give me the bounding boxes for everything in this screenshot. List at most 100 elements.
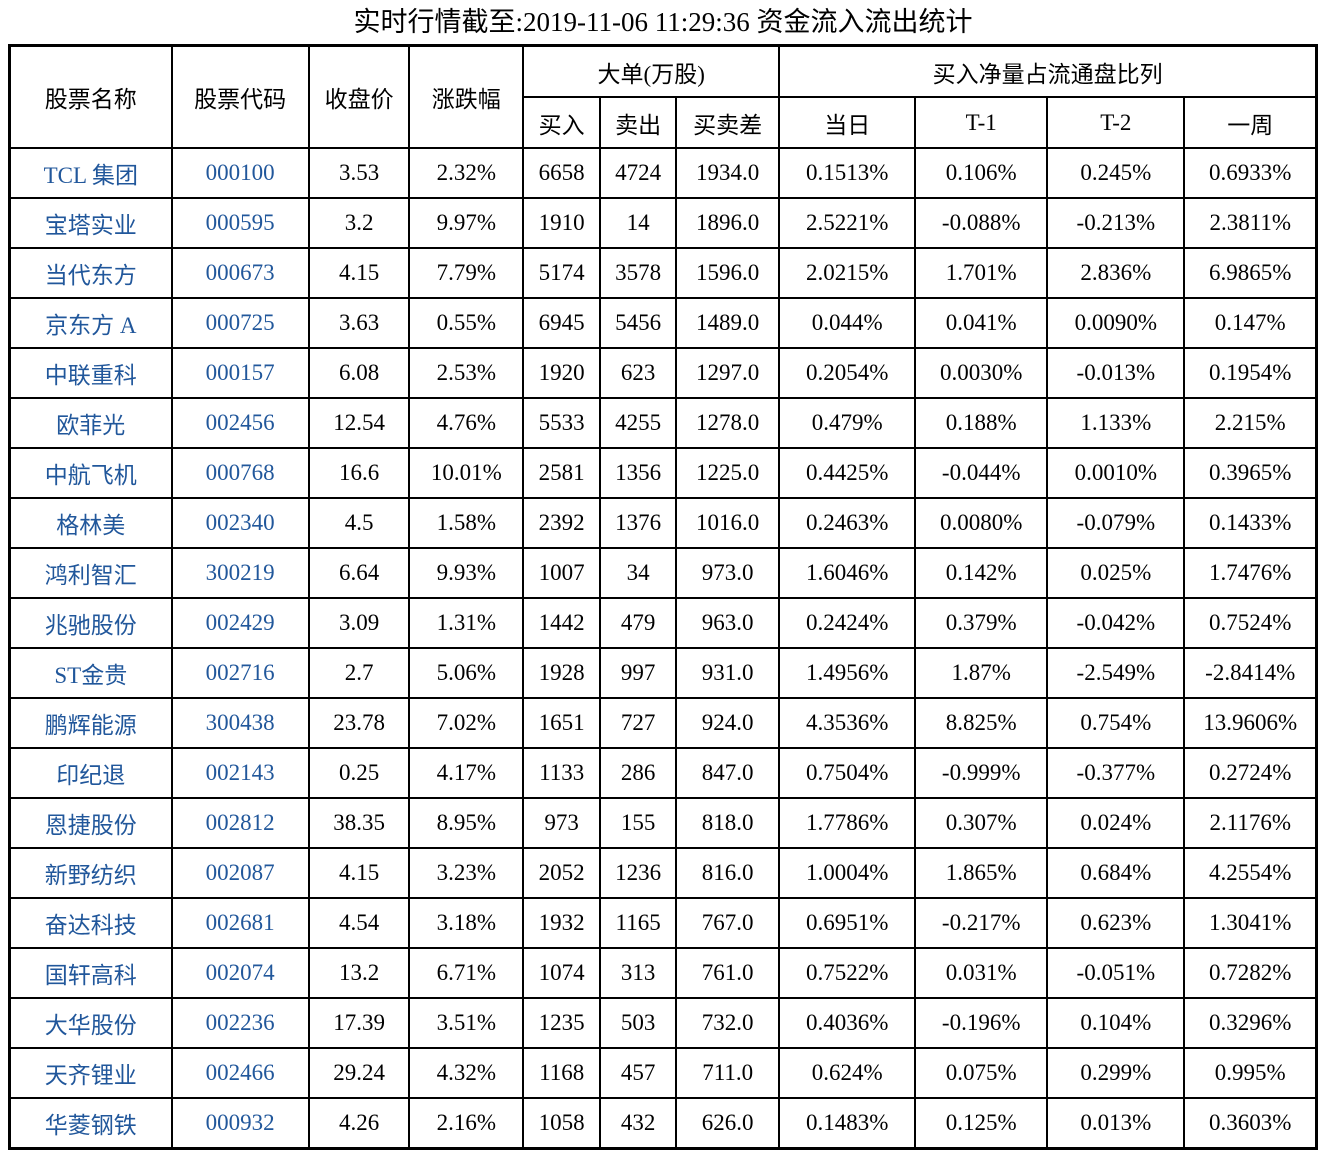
t2-ratio-cell: 0.025%	[1046, 547, 1186, 599]
stock-code-cell[interactable]: 000932	[170, 1097, 310, 1150]
close-price-cell: 3.63	[307, 297, 411, 349]
stock-name-cell[interactable]: 恩捷股份	[8, 797, 173, 849]
week-ratio-cell: 0.7282%	[1183, 947, 1318, 999]
stock-code-cell[interactable]: 002087	[170, 847, 310, 899]
stock-code-cell[interactable]: 000157	[170, 347, 310, 399]
close-price-cell: 0.25	[307, 747, 411, 799]
stock-name-cell[interactable]: 中航飞机	[8, 447, 173, 499]
t1-ratio-cell: 0.379%	[914, 597, 1049, 649]
stock-name-cell[interactable]: TCL 集团	[8, 147, 173, 199]
stock-name-cell[interactable]: 华菱钢铁	[8, 1097, 173, 1150]
sell-volume-cell: 1356	[599, 447, 678, 499]
day-ratio-cell: 0.479%	[778, 397, 917, 449]
close-price-cell: 17.39	[307, 997, 411, 1049]
change-pct-cell: 5.06%	[408, 647, 525, 699]
stock-code-cell[interactable]: 000100	[170, 147, 310, 199]
t2-ratio-cell: -0.051%	[1046, 947, 1186, 999]
t2-ratio-cell: 0.299%	[1046, 1047, 1186, 1099]
stock-name-cell[interactable]: 印纪退	[8, 747, 173, 799]
stock-name-cell[interactable]: 大华股份	[8, 997, 173, 1049]
buy-volume-cell: 1651	[522, 697, 602, 749]
buy-volume-cell: 1168	[522, 1047, 602, 1099]
stock-name-cell[interactable]: 中联重科	[8, 347, 173, 399]
buy-volume-cell: 1910	[522, 197, 602, 249]
buy-sell-diff-cell: 931.0	[675, 647, 781, 699]
stock-code-cell[interactable]: 000768	[170, 447, 310, 499]
stock-code-cell[interactable]: 002456	[170, 397, 310, 449]
stock-name-cell[interactable]: 天齐锂业	[8, 1047, 173, 1099]
stock-name-cell[interactable]: 鸿利智汇	[8, 547, 173, 599]
col-header-close-price: 收盘价	[307, 44, 411, 149]
buy-volume-cell: 973	[522, 797, 602, 849]
week-ratio-cell: 2.215%	[1183, 397, 1318, 449]
day-ratio-cell: 0.4425%	[778, 447, 917, 499]
week-ratio-cell: 0.3603%	[1183, 1097, 1318, 1150]
stock-code-cell[interactable]: 002143	[170, 747, 310, 799]
buy-volume-cell: 1058	[522, 1097, 602, 1150]
table-row: ST金贵 002716 2.7 5.06% 1928 997 931.0 1.4956% 1.8…	[8, 647, 1318, 699]
close-price-cell: 3.09	[307, 597, 411, 649]
sell-volume-cell: 1376	[599, 497, 678, 549]
day-ratio-cell: 0.2463%	[778, 497, 917, 549]
stock-name-cell[interactable]: 欧菲光	[8, 397, 173, 449]
change-pct-cell: 4.32%	[408, 1047, 525, 1099]
week-ratio-cell: 1.3041%	[1183, 897, 1318, 949]
stock-code-cell[interactable]: 300219	[170, 547, 310, 599]
day-ratio-cell: 0.1513%	[778, 147, 917, 199]
stock-name-cell[interactable]: 京东方 A	[8, 297, 173, 349]
buy-volume-cell: 1920	[522, 347, 602, 399]
stock-code-cell[interactable]: 000595	[170, 197, 310, 249]
col-header-sell: 卖出	[599, 96, 678, 149]
table-row: 大华股份 002236 17.39 3.51% 1235 503 732.0 0.4036% -…	[8, 997, 1318, 1049]
table-row: 格林美 002340 4.5 1.58% 2392 1376 1016.0 0.2463% 0.…	[8, 497, 1318, 549]
sell-volume-cell: 623	[599, 347, 678, 399]
t1-ratio-cell: 0.106%	[914, 147, 1049, 199]
buy-sell-diff-cell: 1016.0	[675, 497, 781, 549]
stock-name-cell[interactable]: 兆驰股份	[8, 597, 173, 649]
stock-code-cell[interactable]: 000725	[170, 297, 310, 349]
buy-sell-diff-cell: 963.0	[675, 597, 781, 649]
stock-name-cell[interactable]: 格林美	[8, 497, 173, 549]
table-body: TCL 集团 000100 3.53 2.32% 6658 4724 1934.0 0.151…	[8, 147, 1318, 1150]
change-pct-cell: 8.95%	[408, 797, 525, 849]
buy-sell-diff-cell: 924.0	[675, 697, 781, 749]
t1-ratio-cell: -0.999%	[914, 747, 1049, 799]
buy-sell-diff-cell: 732.0	[675, 997, 781, 1049]
stock-code-cell[interactable]: 300438	[170, 697, 310, 749]
t1-ratio-cell: 1.87%	[914, 647, 1049, 699]
day-ratio-cell: 0.6951%	[778, 897, 917, 949]
sell-volume-cell: 4255	[599, 397, 678, 449]
stock-code-cell[interactable]: 002429	[170, 597, 310, 649]
day-ratio-cell: 0.044%	[778, 297, 917, 349]
stock-name-cell[interactable]: 鹏辉能源	[8, 697, 173, 749]
stock-name-cell[interactable]: 新野纺织	[8, 847, 173, 899]
stock-name-cell[interactable]: ST金贵	[8, 647, 173, 699]
stock-code-cell[interactable]: 002716	[170, 647, 310, 699]
buy-volume-cell: 5174	[522, 247, 602, 299]
t1-ratio-cell: 0.0030%	[914, 347, 1049, 399]
stock-code-cell[interactable]: 002236	[170, 997, 310, 1049]
buy-volume-cell: 2581	[522, 447, 602, 499]
t1-ratio-cell: 0.031%	[914, 947, 1049, 999]
close-price-cell: 6.08	[307, 347, 411, 399]
stock-name-cell[interactable]: 宝塔实业	[8, 197, 173, 249]
change-pct-cell: 3.18%	[408, 897, 525, 949]
t2-ratio-cell: 0.623%	[1046, 897, 1186, 949]
col-group-big-orders: 大单(万股)	[522, 44, 781, 98]
buy-sell-diff-cell: 818.0	[675, 797, 781, 849]
stock-name-cell[interactable]: 当代东方	[8, 247, 173, 299]
t2-ratio-cell: 0.024%	[1046, 797, 1186, 849]
stock-code-cell[interactable]: 002074	[170, 947, 310, 999]
stock-code-cell[interactable]: 002340	[170, 497, 310, 549]
t2-ratio-cell: 0.0010%	[1046, 447, 1186, 499]
stock-code-cell[interactable]: 002466	[170, 1047, 310, 1099]
stock-code-cell[interactable]: 000673	[170, 247, 310, 299]
stock-code-cell[interactable]: 002812	[170, 797, 310, 849]
t2-ratio-cell: -0.079%	[1046, 497, 1186, 549]
stock-name-cell[interactable]: 国轩高科	[8, 947, 173, 999]
stock-code-cell[interactable]: 002681	[170, 897, 310, 949]
close-price-cell: 2.7	[307, 647, 411, 699]
stock-name-cell[interactable]: 奋达科技	[8, 897, 173, 949]
buy-sell-diff-cell: 847.0	[675, 747, 781, 799]
change-pct-cell: 3.23%	[408, 847, 525, 899]
